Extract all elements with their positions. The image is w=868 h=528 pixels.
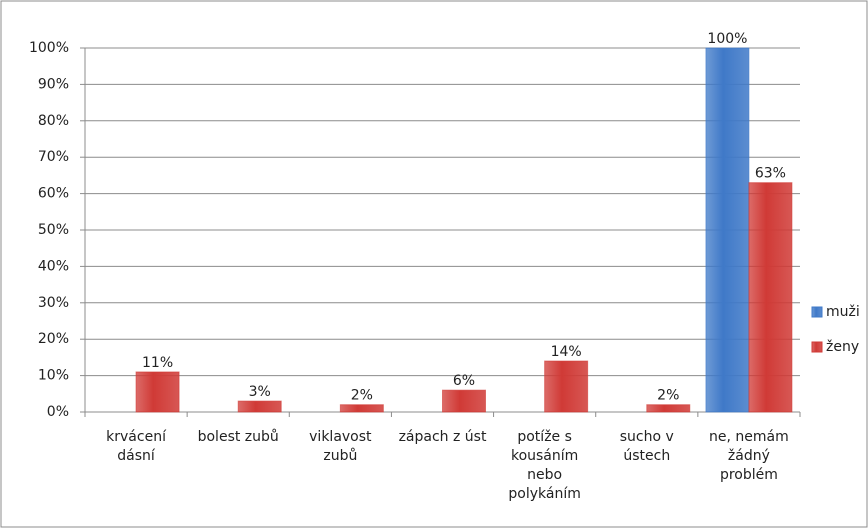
bar <box>442 389 486 413</box>
bar <box>339 404 384 413</box>
x-tick-label: bolest zubů <box>197 429 279 445</box>
y-tick-label: 80% <box>38 113 69 129</box>
y-tick-label: 100% <box>29 40 69 56</box>
data-label: 100% <box>707 31 747 47</box>
data-label: 2% <box>657 388 679 404</box>
x-tick-label: potíže s kousáním nebo polykáním <box>508 429 581 502</box>
y-tick-label: 60% <box>38 186 69 202</box>
bar <box>135 371 180 413</box>
y-tick-label: 30% <box>38 295 69 311</box>
y-tick-label: 90% <box>38 76 69 92</box>
legend-label: muži <box>826 304 860 320</box>
data-label: 3% <box>249 384 271 400</box>
bar <box>748 182 793 413</box>
data-label: 63% <box>755 166 786 182</box>
x-tick-label: krvácení dásní <box>106 429 166 464</box>
y-tick-label: 70% <box>38 149 69 165</box>
data-label: 6% <box>453 373 475 389</box>
data-label: 11% <box>142 355 173 371</box>
x-tick-label: viklavost zubů <box>309 429 372 464</box>
x-tick-label: ne, nemám žádný problém <box>709 429 789 483</box>
bar <box>544 360 589 413</box>
data-label: 2% <box>351 388 373 404</box>
y-tick-label: 50% <box>38 222 69 238</box>
x-tick-label: sucho v ústech <box>619 429 674 464</box>
legend-swatch <box>811 341 823 353</box>
x-tick-label: zápach z úst <box>398 429 487 445</box>
y-tick-label: 0% <box>47 404 69 420</box>
bar <box>237 400 282 413</box>
bar <box>646 404 691 413</box>
y-tick-label: 20% <box>38 331 69 347</box>
y-tick-label: 10% <box>38 368 69 384</box>
bar <box>705 47 750 413</box>
y-tick-label: 40% <box>38 258 69 274</box>
data-label: 14% <box>551 344 582 360</box>
legend-label: ženy <box>826 339 859 355</box>
legend-swatch <box>811 306 823 318</box>
